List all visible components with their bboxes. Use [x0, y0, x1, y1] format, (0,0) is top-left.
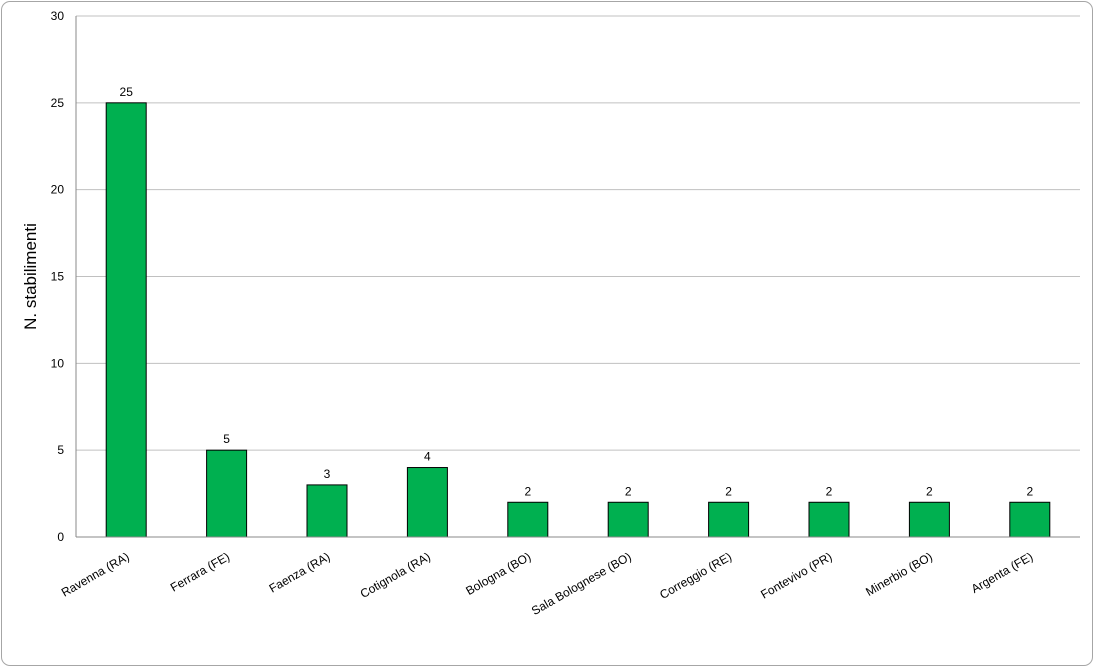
y-tick-label: 15	[51, 270, 65, 284]
y-axis-label: N. stabilimenti	[21, 223, 40, 330]
y-axis-ticks: 0 5 10 15 20 25 30	[51, 9, 65, 544]
data-label: 2	[1026, 484, 1033, 498]
x-axis-categories: Ravenna (RA) Ferrara (FE) Faenza (RA) Cotig…	[59, 549, 1035, 617]
data-labels: 25 5 3 4 2 2 2 2 2 2	[120, 85, 1034, 498]
bar	[808, 501, 850, 538]
bars	[105, 102, 1051, 538]
bar	[708, 501, 750, 538]
bar	[507, 501, 549, 538]
bar	[306, 484, 348, 538]
x-category-label: Bologna (BO)	[463, 549, 533, 597]
data-label: 3	[324, 467, 331, 481]
y-tick-label: 10	[51, 356, 65, 370]
bar	[908, 501, 950, 538]
y-tick-label: 0	[57, 530, 64, 544]
data-label: 2	[725, 484, 732, 498]
data-label: 5	[223, 432, 230, 446]
data-label: 25	[120, 85, 134, 99]
data-label: 2	[524, 484, 531, 498]
x-category-label: Fontevivo (PR)	[758, 549, 834, 601]
x-category-label: Correggio (RE)	[657, 549, 734, 601]
x-category-label: Minerbio (BO)	[863, 549, 935, 598]
x-category-label: Faenza (RA)	[267, 549, 333, 595]
y-tick-label: 30	[51, 9, 65, 23]
bar	[105, 102, 147, 538]
gridlines	[76, 15, 1080, 451]
data-label: 2	[926, 484, 933, 498]
bar	[607, 501, 649, 538]
bar	[406, 467, 448, 538]
y-tick-label: 25	[51, 96, 65, 110]
x-category-label: Sala Bolognese (BO)	[529, 549, 634, 617]
x-category-label: Ravenna (RA)	[59, 549, 132, 599]
y-tick-label: 20	[51, 183, 65, 197]
x-category-label: Argenta (FE)	[969, 549, 1035, 595]
bar	[206, 449, 248, 538]
data-label: 2	[826, 484, 833, 498]
x-category-label: Cotignola (RA)	[358, 549, 433, 600]
data-label: 2	[625, 484, 632, 498]
y-tick-label: 5	[57, 443, 64, 457]
bar	[1009, 501, 1051, 538]
x-category-label: Ferrara (FE)	[168, 549, 232, 594]
data-label: 4	[424, 450, 431, 464]
